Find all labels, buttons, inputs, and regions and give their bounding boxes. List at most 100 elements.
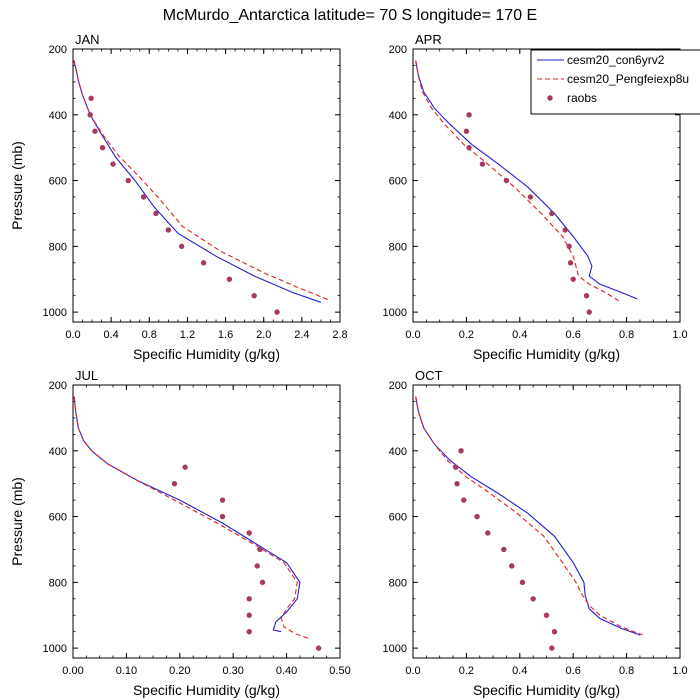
raobs-point xyxy=(87,112,93,118)
x-tick-label: 0.4 xyxy=(512,329,527,341)
raobs-point xyxy=(315,645,322,651)
panel-jul: JUL 0.00 0.10 0.20 0.30 0.40 0.50 200 400 600 800 1… xyxy=(9,368,351,698)
raobs-point xyxy=(543,612,550,618)
raobs-point xyxy=(254,563,260,569)
raobs-point xyxy=(466,112,472,118)
raobs-point xyxy=(219,513,226,520)
x-tick-label: 0.8 xyxy=(619,665,634,677)
raobs-point xyxy=(110,161,116,167)
y-tick-label: 200 xyxy=(49,380,67,392)
chart-panels: JAN 0.0 0.4 0.8 1.2 1.6 2.0 2.4 2.8 200 400 600 800 1… xyxy=(9,32,688,698)
raobs-point xyxy=(562,227,568,233)
x-tick-label: 2.0 xyxy=(256,329,271,341)
x-tick-label: 0.4 xyxy=(103,329,118,341)
raobs-point xyxy=(586,309,592,315)
y-tick-label: 800 xyxy=(49,577,67,589)
y-tick-label: 200 xyxy=(389,380,407,392)
raobs-point xyxy=(165,227,172,233)
x-tick-label: 0.6 xyxy=(566,329,581,341)
raobs-point xyxy=(570,276,576,282)
x-tick-label: 2.8 xyxy=(332,329,347,341)
raobs-point xyxy=(454,480,460,487)
x-tick-label: 1.0 xyxy=(672,665,687,677)
raobs-point xyxy=(453,464,459,470)
raobs-point xyxy=(503,177,510,184)
raobs-point xyxy=(140,194,147,200)
legend-marker xyxy=(547,95,553,101)
x-tick-label: 0.30 xyxy=(222,665,243,677)
y-tick-label: 1000 xyxy=(383,307,407,319)
legend-label: cesm20_Pengfeiexp8u xyxy=(567,72,689,86)
series-line-cesm20_con6yrv2 xyxy=(73,60,322,303)
raobs-point xyxy=(226,276,233,282)
x-axis-label: Specific Humidity (g/kg) xyxy=(133,682,280,698)
raobs-point xyxy=(257,546,263,553)
y-tick-label: 400 xyxy=(49,446,67,458)
raobs-point xyxy=(246,530,252,536)
series-line-cesm20_con6yrv2 xyxy=(415,60,638,300)
panel-title: JAN xyxy=(75,32,100,47)
raobs-point xyxy=(153,210,159,217)
series-line-cesm20_con6yrv2 xyxy=(415,396,641,636)
panel-apr: APR 0.0 0.2 0.4 0.6 0.8 1.0 200 400 600 800 1000 Spe… xyxy=(383,32,688,362)
x-tick-label: 1.0 xyxy=(672,329,687,341)
raobs-point xyxy=(125,177,132,184)
raobs-point xyxy=(182,464,188,470)
y-tick-label: 800 xyxy=(389,241,407,253)
series-line-cesm20_Pengfeiexp8u xyxy=(73,396,309,639)
x-tick-label: 0.4 xyxy=(512,665,527,677)
legend-box xyxy=(530,49,700,115)
raobs-point xyxy=(246,612,252,618)
panel-oct: OCT 0.0 0.2 0.4 0.6 0.8 1.0 200 400 600 800 1000 Spe… xyxy=(383,368,688,698)
x-tick-label: 0.0 xyxy=(405,665,420,677)
x-tick-label: 1.6 xyxy=(218,329,233,341)
panel-title: OCT xyxy=(415,368,443,383)
raobs-point xyxy=(274,309,280,315)
y-tick-label: 400 xyxy=(389,446,407,458)
x-tick-label: 0.8 xyxy=(142,329,157,341)
raobs-point xyxy=(463,128,470,134)
raobs-point xyxy=(567,260,574,266)
y-tick-label: 800 xyxy=(389,577,407,589)
y-tick-label: 600 xyxy=(389,176,407,188)
x-tick-label: 0.8 xyxy=(619,329,634,341)
raobs-point xyxy=(530,596,536,602)
y-tick-label: 800 xyxy=(49,241,67,253)
x-tick-label: 0.0 xyxy=(405,329,420,341)
legend-label: cesm20_con6yrv2 xyxy=(567,53,665,67)
raobs-point xyxy=(99,144,106,151)
raobs-point xyxy=(246,628,252,635)
x-tick-label: 0.40 xyxy=(276,665,297,677)
panel-title: JUL xyxy=(75,368,98,383)
raobs-point xyxy=(179,243,185,250)
x-tick-label: 0.20 xyxy=(169,665,190,677)
y-tick-label: 600 xyxy=(49,512,67,524)
x-axis-label: Specific Humidity (g/kg) xyxy=(133,346,280,362)
y-axis-label: Pressure (mb) xyxy=(9,141,25,230)
raobs-point xyxy=(246,596,252,602)
plot-frame xyxy=(72,384,341,659)
x-tick-label: 0.2 xyxy=(459,665,474,677)
x-tick-label: 0.6 xyxy=(566,665,581,677)
raobs-point xyxy=(88,95,94,102)
raobs-point xyxy=(92,128,98,134)
x-tick-label: 1.2 xyxy=(180,329,195,341)
raobs-point xyxy=(583,292,590,299)
legend-label: raobs xyxy=(567,91,597,105)
x-tick-label: 2.4 xyxy=(294,329,309,341)
series-line-cesm20_con6yrv2 xyxy=(73,396,301,633)
raobs-point xyxy=(461,497,467,503)
raobs-point xyxy=(458,448,464,454)
x-tick-label: 0.0 xyxy=(65,329,80,341)
page-title: McMurdo_Antarctica latitude= 70 S longit… xyxy=(163,7,537,24)
x-axis-label: Specific Humidity (g/kg) xyxy=(473,682,620,698)
panel-title: APR xyxy=(415,32,442,47)
raobs-point xyxy=(171,480,178,487)
series-line-cesm20_Pengfeiexp8u xyxy=(415,60,619,302)
raobs-point xyxy=(549,645,555,651)
raobs-point xyxy=(219,497,226,503)
x-tick-label: 0.10 xyxy=(116,665,137,677)
x-tick-label: 0.00 xyxy=(62,665,83,677)
y-tick-label: 200 xyxy=(49,44,67,56)
